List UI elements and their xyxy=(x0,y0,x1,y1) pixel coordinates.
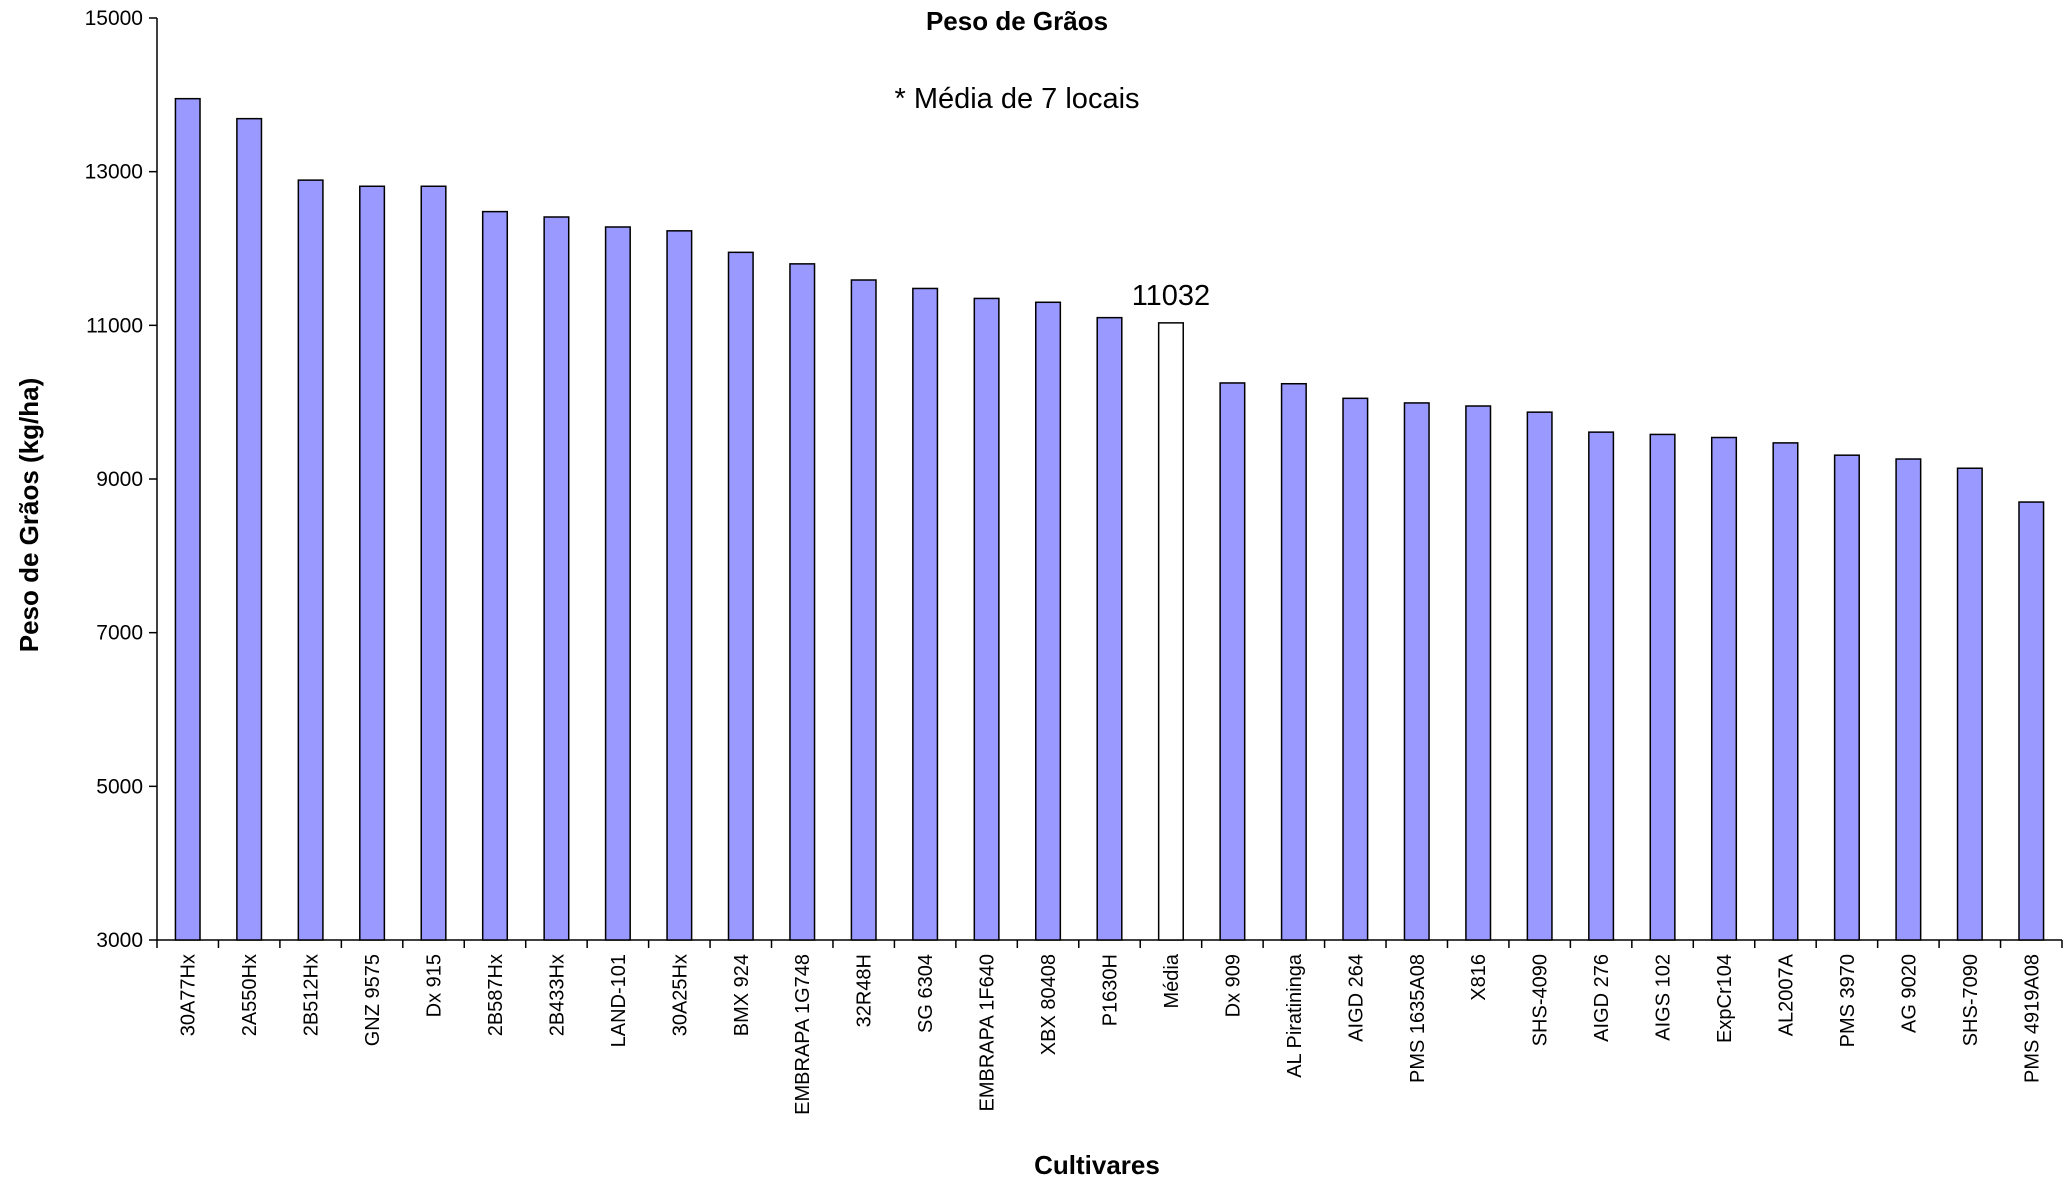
category-label: GNZ 9575 xyxy=(362,954,384,1046)
y-tick-label: 11000 xyxy=(86,314,143,337)
category-label: X816 xyxy=(1468,954,1490,1001)
bar-expcr104 xyxy=(1710,436,1738,941)
category-label: AL Piratininga xyxy=(1284,953,1306,1078)
category-label: 32R48H xyxy=(854,954,876,1027)
y-axis-title: Peso de Grãos (kg/ha) xyxy=(14,378,44,653)
category-label: AIGD 276 xyxy=(1591,954,1613,1042)
bar-dx-915 xyxy=(420,185,447,941)
bar-bmx-924 xyxy=(727,251,754,941)
category-label: Média xyxy=(1161,953,1183,1008)
data-labels: 11032 xyxy=(1132,280,1211,312)
category-label: EMBRAPA 1F640 xyxy=(977,954,999,1111)
bar-pms-1635a08 xyxy=(1403,402,1430,941)
bar-shs-7090 xyxy=(1956,467,1983,941)
category-label: ExpCr104 xyxy=(1714,954,1736,1043)
bar-embrapa-1f640 xyxy=(973,297,1000,941)
bar-al2007a xyxy=(1772,442,1799,941)
bars xyxy=(174,97,2045,941)
category-label: Dx 909 xyxy=(1222,954,1244,1017)
data-label: 11032 xyxy=(1132,280,1211,312)
category-label: EMBRAPA 1G748 xyxy=(792,954,814,1115)
category-label: SG 6304 xyxy=(915,954,937,1033)
category-label: PMS 4919A08 xyxy=(2021,954,2043,1083)
category-label: SHS-7090 xyxy=(1960,954,1982,1046)
bar-ag-9020 xyxy=(1895,458,1922,941)
bar-pms-4919a08 xyxy=(2018,501,2045,941)
bar-pms-3970 xyxy=(1833,454,1860,941)
category-label: PMS 1635A08 xyxy=(1407,954,1429,1083)
chart-title: Peso de Grãos xyxy=(926,6,1108,36)
y-tick-label: 15000 xyxy=(85,7,143,30)
bar-dx-909 xyxy=(1219,382,1246,941)
category-label: BMX 924 xyxy=(731,954,753,1036)
chart-subtitle: * Média de 7 locais xyxy=(894,83,1139,115)
category-label: P1630H xyxy=(1100,954,1122,1026)
bar-sg-6304 xyxy=(912,287,939,941)
category-label: 2B433Hx xyxy=(546,954,568,1036)
y-axis: 3000 5000 7000 9000 11000 13000 15000 xyxy=(85,7,158,952)
bar-shs-4090 xyxy=(1526,411,1553,941)
bar-gnz-9575 xyxy=(359,185,386,941)
category-label: AIGD 264 xyxy=(1345,954,1367,1042)
y-tick-label: 5000 xyxy=(96,775,143,798)
bar-al-piratininga xyxy=(1280,382,1307,941)
category-label: LAND-101 xyxy=(608,954,630,1047)
category-label: XBX 80408 xyxy=(1038,954,1060,1055)
bar-aigd-276 xyxy=(1588,431,1615,941)
category-label: 30A77Hx xyxy=(178,954,200,1036)
bar-aigd-264 xyxy=(1342,397,1369,941)
bar-2b433hx xyxy=(543,216,570,941)
category-label: 2B587Hx xyxy=(485,954,507,1036)
category-label: AIGS 102 xyxy=(1653,954,1675,1041)
bar-32r48h xyxy=(850,279,877,941)
category-label: 2A550Hx xyxy=(239,954,261,1036)
y-tick-label: 3000 xyxy=(96,929,143,952)
bar-30a77hx xyxy=(174,97,201,941)
category-label: AG 9020 xyxy=(1898,954,1920,1033)
bar-2a550hx xyxy=(236,117,263,941)
category-label: PMS 3970 xyxy=(1837,954,1859,1047)
y-tick-label: 13000 xyxy=(85,161,143,184)
bar-p1630h xyxy=(1096,316,1123,941)
y-tick-label: 7000 xyxy=(96,622,143,645)
category-label: 2B512Hx xyxy=(301,954,323,1036)
y-tick-label: 9000 xyxy=(96,468,143,491)
bar-xbx-80408 xyxy=(1035,301,1062,941)
x-axis-title: Cultivares xyxy=(1034,1150,1160,1180)
x-axis: 30A77Hx 2A550Hx 2B512Hx GNZ 9575 Dx 915 2B587… xyxy=(156,939,2063,1115)
bar-embrapa-1g748 xyxy=(789,263,816,941)
bar-land-101 xyxy=(604,226,631,941)
category-label: Dx 915 xyxy=(424,954,446,1017)
bar-2b512hx xyxy=(297,179,324,941)
bar-30a25hx xyxy=(666,230,693,941)
bar-x816 xyxy=(1465,405,1492,941)
bar-2b587hx xyxy=(481,210,509,941)
bar-m-dia xyxy=(1157,322,1184,941)
category-label: AL2007A xyxy=(1775,953,1797,1036)
category-label: SHS-4090 xyxy=(1530,954,1552,1046)
bar-aigs-102 xyxy=(1649,433,1676,941)
category-label: 30A25Hx xyxy=(669,954,691,1036)
